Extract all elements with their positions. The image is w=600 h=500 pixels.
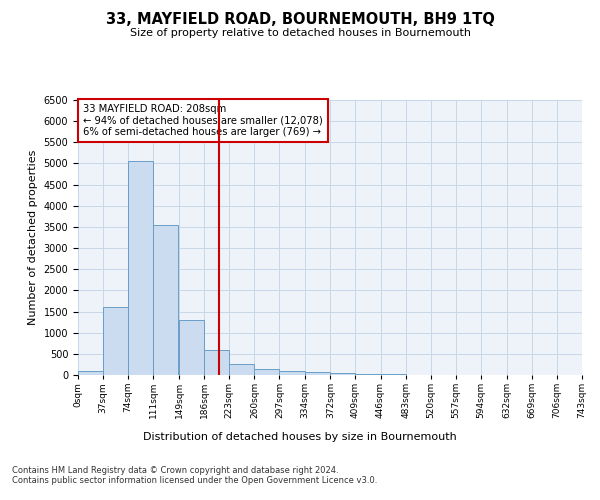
- Bar: [78, 371, 103, 375]
- Bar: [153, 225, 178, 375]
- Text: 33 MAYFIELD ROAD: 208sqm
← 94% of detached houses are smaller (12,078)
6% of sem: 33 MAYFIELD ROAD: 208sqm ← 94% of detach…: [83, 104, 323, 138]
- Text: Distribution of detached houses by size in Bournemouth: Distribution of detached houses by size …: [143, 432, 457, 442]
- Bar: [305, 372, 329, 375]
- Bar: [229, 364, 254, 375]
- Bar: [204, 350, 229, 375]
- Bar: [380, 374, 406, 375]
- Y-axis label: Number of detached properties: Number of detached properties: [28, 150, 38, 325]
- Text: Contains public sector information licensed under the Open Government Licence v3: Contains public sector information licen…: [12, 476, 377, 485]
- Bar: [331, 373, 355, 375]
- Text: 33, MAYFIELD ROAD, BOURNEMOUTH, BH9 1TQ: 33, MAYFIELD ROAD, BOURNEMOUTH, BH9 1TQ: [106, 12, 494, 28]
- Bar: [103, 308, 128, 375]
- Bar: [280, 371, 305, 375]
- Bar: [128, 162, 153, 375]
- Bar: [254, 368, 280, 375]
- Text: Size of property relative to detached houses in Bournemouth: Size of property relative to detached ho…: [130, 28, 470, 38]
- Bar: [179, 320, 204, 375]
- Text: Contains HM Land Registry data © Crown copyright and database right 2024.: Contains HM Land Registry data © Crown c…: [12, 466, 338, 475]
- Bar: [355, 374, 380, 375]
